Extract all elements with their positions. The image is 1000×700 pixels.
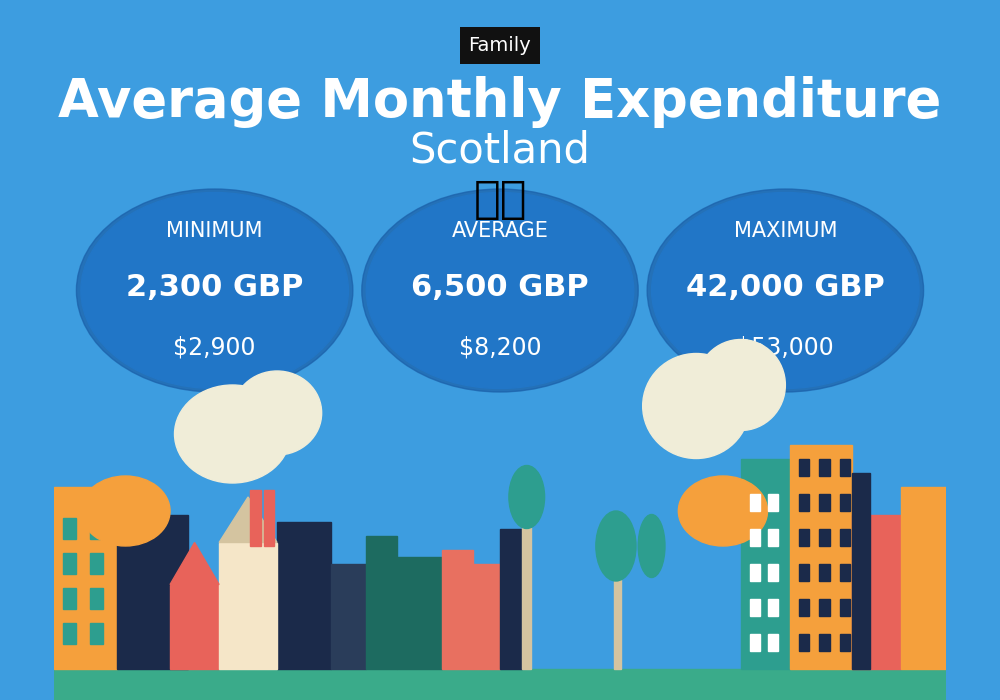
Bar (840, 494, 850, 511)
Bar (852, 514, 901, 668)
Bar (768, 598, 778, 616)
Bar (366, 536, 397, 668)
Text: 2,300 GBP: 2,300 GBP (126, 272, 303, 302)
Ellipse shape (509, 466, 545, 528)
Ellipse shape (652, 193, 919, 389)
Bar (799, 528, 809, 546)
Bar (750, 598, 760, 616)
Bar (799, 458, 809, 476)
Text: 6,500 GBP: 6,500 GBP (411, 272, 589, 302)
Bar (277, 522, 331, 668)
Bar (768, 528, 778, 546)
Text: AVERAGE: AVERAGE (452, 221, 548, 241)
Text: $2,900: $2,900 (173, 336, 256, 360)
Ellipse shape (696, 340, 785, 430)
Text: Family: Family (469, 36, 531, 55)
Circle shape (678, 476, 768, 546)
Bar (819, 564, 830, 581)
Bar (840, 564, 850, 581)
Bar (90, 588, 103, 609)
Bar (397, 556, 442, 668)
Bar (63, 623, 76, 644)
Bar (54, 486, 117, 668)
Text: MINIMUM: MINIMUM (166, 221, 263, 241)
Bar (90, 518, 103, 539)
Bar (852, 473, 870, 668)
Circle shape (81, 476, 170, 546)
Bar (799, 598, 809, 616)
Bar (750, 564, 760, 581)
Bar (219, 542, 277, 668)
Bar (799, 494, 809, 511)
Bar (840, 598, 850, 616)
Bar (63, 553, 76, 574)
Bar (442, 550, 473, 668)
Bar (819, 528, 830, 546)
Ellipse shape (232, 371, 322, 455)
Bar (819, 458, 830, 476)
Bar (840, 458, 850, 476)
Ellipse shape (362, 189, 638, 392)
Bar (614, 564, 621, 668)
Ellipse shape (596, 511, 636, 581)
Ellipse shape (81, 193, 348, 389)
Bar (90, 553, 103, 574)
Bar (741, 458, 790, 668)
Ellipse shape (366, 193, 634, 389)
Bar (54, 668, 946, 700)
Bar (522, 514, 531, 668)
Bar (840, 634, 850, 651)
Bar (750, 494, 760, 511)
Bar (819, 598, 830, 616)
Bar (117, 514, 188, 668)
Bar (331, 564, 366, 668)
Bar (63, 588, 76, 609)
Bar (750, 634, 760, 651)
Text: Scotland: Scotland (410, 130, 590, 172)
Ellipse shape (647, 189, 924, 392)
Text: $53,000: $53,000 (736, 336, 834, 360)
Bar (768, 634, 778, 651)
Bar (90, 623, 103, 644)
Bar (768, 494, 778, 511)
Bar (790, 444, 852, 668)
Polygon shape (219, 497, 277, 542)
Bar (63, 518, 76, 539)
Bar (901, 486, 946, 668)
Ellipse shape (76, 189, 353, 392)
Ellipse shape (643, 354, 750, 458)
Ellipse shape (638, 514, 665, 578)
Bar (819, 634, 830, 651)
Bar (819, 494, 830, 511)
Bar (473, 564, 500, 668)
Bar (250, 490, 261, 546)
Text: MAXIMUM: MAXIMUM (734, 221, 837, 241)
Ellipse shape (175, 385, 290, 483)
Bar (500, 528, 522, 668)
Bar (750, 528, 760, 546)
Bar (799, 634, 809, 651)
Polygon shape (170, 542, 219, 584)
Bar (799, 564, 809, 581)
Text: Average Monthly Expenditure: Average Monthly Expenditure (58, 76, 942, 127)
Bar (768, 564, 778, 581)
Text: $8,200: $8,200 (459, 336, 541, 360)
Bar (264, 490, 274, 546)
Text: 🇬🇧: 🇬🇧 (473, 178, 527, 221)
Text: 42,000 GBP: 42,000 GBP (686, 272, 885, 302)
Bar (840, 528, 850, 546)
Bar (170, 584, 219, 668)
